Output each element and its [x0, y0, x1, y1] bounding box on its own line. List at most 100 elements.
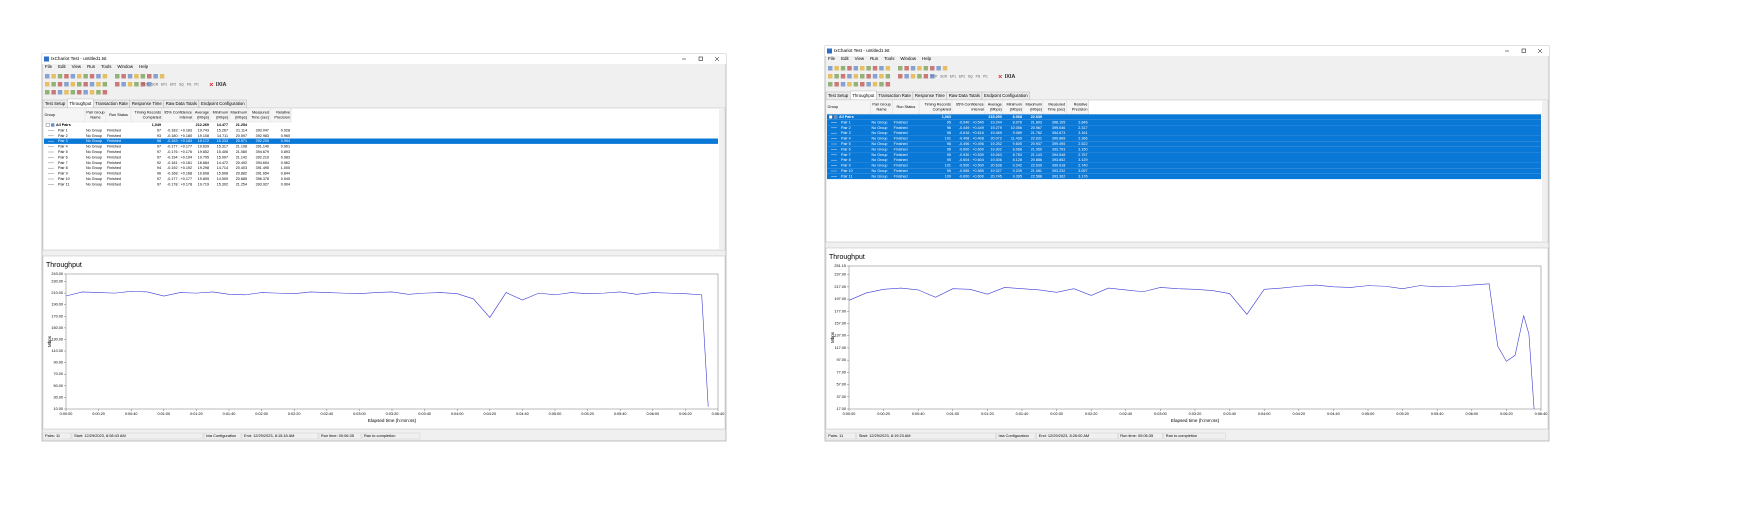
menu-item[interactable]: File [828, 56, 836, 61]
toolbar-label[interactable]: PG [187, 82, 192, 86]
toolbar-button[interactable] [898, 66, 903, 71]
toolbar-button[interactable] [910, 66, 916, 71]
menu-item[interactable]: Edit [58, 64, 66, 69]
table-cell[interactable]: Pair 5 [58, 150, 68, 154]
toolbar-button[interactable] [115, 82, 120, 87]
toolbar-button[interactable] [127, 74, 133, 79]
column-header[interactable]: Group [828, 105, 839, 109]
column-header[interactable]: Time (sec) [1047, 107, 1066, 111]
toolbar-button[interactable] [102, 90, 108, 95]
column-header[interactable]: Relative [1074, 103, 1088, 107]
column-header[interactable]: Completed [933, 107, 951, 111]
toolbar-button[interactable] [930, 66, 935, 71]
toolbar-button[interactable] [64, 82, 69, 87]
toolbar-button[interactable] [147, 74, 152, 79]
toolbar-button[interactable] [840, 82, 846, 87]
toolbar-label[interactable]: SCR [151, 82, 158, 86]
toolbar-button[interactable] [860, 82, 865, 87]
table-cell[interactable]: Pair 4 [58, 145, 68, 149]
toolbar-button[interactable] [121, 74, 126, 79]
menu-item[interactable]: Window [117, 64, 133, 69]
tab-label[interactable]: Transaction Rate [95, 101, 128, 106]
maximize-button[interactable] [1521, 48, 1526, 53]
table-cell[interactable]: Pair 9 [841, 164, 851, 168]
table-cell[interactable]: Pair 11 [841, 174, 852, 178]
toolbar-button[interactable] [917, 66, 922, 71]
toolbar-label[interactable]: SQ [968, 74, 973, 78]
column-header[interactable]: Run Status [897, 105, 916, 109]
toolbar-button[interactable] [77, 90, 82, 95]
column-header[interactable]: Pair Group [86, 111, 104, 115]
column-header[interactable]: Time (sec) [251, 115, 270, 119]
column-header[interactable]: Completed [143, 115, 161, 119]
toolbar-button[interactable] [930, 74, 935, 79]
toolbar-button[interactable] [121, 82, 126, 87]
toolbar-label[interactable]: EP1 [950, 74, 956, 78]
toolbar-button[interactable] [860, 66, 865, 71]
table-cell[interactable]: Pair 3 [841, 131, 851, 135]
table-cell[interactable]: Pair 8 [58, 166, 68, 170]
toolbar-button[interactable] [147, 82, 152, 87]
table-cell[interactable]: Pair 8 [841, 158, 851, 162]
toolbar-button[interactable] [77, 74, 82, 79]
toolbar-button[interactable] [45, 90, 50, 95]
table-cell[interactable]: Pair 4 [841, 137, 851, 141]
toolbar-button[interactable] [57, 74, 63, 79]
toolbar-label[interactable]: PC [983, 74, 988, 78]
toolbar-button[interactable] [45, 74, 50, 79]
toolbar-button[interactable] [140, 82, 146, 87]
column-header[interactable]: (Mbps) [197, 115, 210, 119]
toolbar-button[interactable] [51, 90, 56, 95]
menu-item[interactable]: Run [870, 56, 879, 61]
toolbar-button[interactable] [879, 82, 884, 87]
toolbar-button[interactable] [923, 66, 929, 71]
expand-box[interactable] [45, 123, 50, 127]
toolbar-button[interactable] [70, 82, 76, 87]
menu-item[interactable]: Run [87, 64, 96, 69]
toolbar-button[interactable] [134, 82, 139, 87]
table-cell[interactable]: Pair 6 [58, 155, 68, 159]
toolbar-button[interactable] [917, 74, 922, 79]
toolbar-button[interactable] [853, 82, 859, 87]
toolbar-button[interactable] [885, 74, 891, 79]
column-header[interactable]: Pair Group [872, 103, 890, 107]
table-cell[interactable]: Pair 10 [841, 169, 853, 173]
toolbar-button[interactable] [102, 82, 108, 87]
column-header[interactable]: (Mbps) [1030, 107, 1043, 111]
toolbar-button[interactable] [51, 82, 56, 87]
menu-item[interactable]: Help [922, 56, 932, 61]
toolbar-button[interactable] [64, 90, 69, 95]
column-header[interactable]: Interval [971, 107, 984, 111]
toolbar-button[interactable] [866, 74, 871, 79]
toolbar-button[interactable] [57, 90, 63, 95]
toolbar-button[interactable] [96, 90, 101, 95]
toolbar-button[interactable] [872, 74, 878, 79]
column-header[interactable]: Run Status [109, 113, 128, 117]
toolbar-label[interactable]: PG [976, 74, 981, 78]
menu-item[interactable]: View [72, 64, 82, 69]
close-button[interactable] [714, 56, 720, 62]
column-header[interactable]: Name [90, 115, 100, 119]
toolbar-button[interactable] [904, 74, 909, 79]
column-header[interactable]: Timing Records [135, 111, 162, 115]
table-cell[interactable]: Pair 1 [841, 120, 851, 124]
toolbar-label[interactable]: PC [194, 82, 199, 86]
menu-item[interactable]: Help [139, 64, 149, 69]
column-header[interactable]: Precision [274, 115, 290, 119]
toolbar-button[interactable] [102, 74, 108, 79]
column-header[interactable]: Timing Records [925, 103, 952, 107]
toolbar-button[interactable] [70, 90, 76, 95]
column-header[interactable]: (Mbps) [216, 115, 229, 119]
toolbar-button[interactable] [834, 66, 839, 71]
toolbar-label[interactable]: EP2 [959, 74, 965, 78]
toolbar-button[interactable] [853, 66, 859, 71]
toolbar-button[interactable] [834, 82, 839, 87]
toolbar-button[interactable] [840, 66, 846, 71]
column-header[interactable]: Maximum [231, 111, 247, 115]
toolbar-button[interactable] [159, 74, 165, 79]
table-cell[interactable]: Pair 7 [841, 153, 851, 157]
toolbar-button[interactable] [134, 74, 139, 79]
toolbar-button[interactable] [51, 74, 56, 79]
column-header[interactable]: 95% Confidence [164, 111, 192, 115]
menu-item[interactable]: View [855, 56, 865, 61]
